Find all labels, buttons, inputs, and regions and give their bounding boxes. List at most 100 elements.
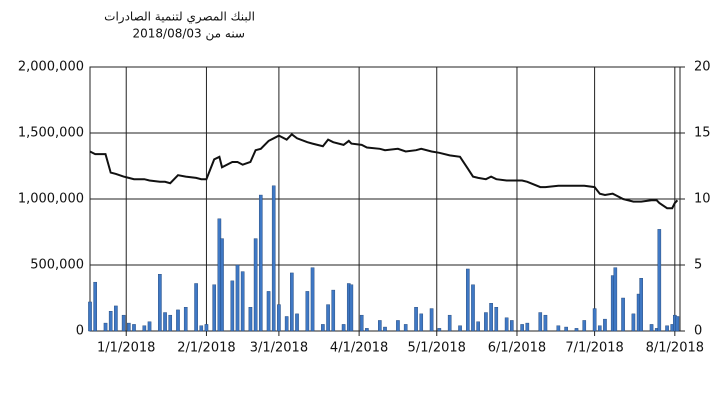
- volume-bar: [520, 324, 524, 332]
- volume-bar: [277, 304, 281, 332]
- volume-bar: [383, 326, 387, 332]
- y2-tick-label: 10: [694, 192, 711, 207]
- y2-tick-label: 15: [694, 126, 711, 141]
- volume-bar: [142, 325, 147, 332]
- volume-bar: [621, 297, 625, 332]
- x-tick-label: 4/1/2018: [330, 341, 388, 356]
- volume-bar: [556, 325, 561, 332]
- volume-bar: [419, 313, 424, 332]
- volume-bar: [93, 281, 97, 332]
- volume-bar: [429, 308, 434, 332]
- x-tick-label: 3/1/2018: [250, 341, 308, 356]
- volume-bar: [147, 321, 152, 332]
- x-tick-label: 1/1/2018: [97, 341, 155, 356]
- volume-bar: [603, 318, 607, 332]
- volume-bar: [564, 326, 568, 332]
- volume-bar: [494, 307, 499, 332]
- volume-bar: [212, 284, 217, 332]
- volume-bar: [194, 283, 198, 332]
- volume-bar: [631, 313, 636, 332]
- volume-bar: [639, 278, 643, 332]
- volume-bar: [543, 314, 548, 332]
- volume-bar: [199, 325, 204, 332]
- volume-bar: [310, 267, 315, 332]
- volume-bar: [271, 185, 276, 332]
- x-tick-label: 7/1/2018: [565, 341, 623, 356]
- volume-bar: [525, 322, 530, 332]
- volume-bar: [592, 308, 597, 332]
- y2-tick-label: 0: [694, 324, 702, 339]
- volume-bar: [230, 280, 235, 332]
- chart-subtitle: سنه من 2018/08/03: [133, 27, 245, 42]
- volume-bar: [132, 324, 136, 332]
- volume-bar: [305, 291, 310, 332]
- volume-bar: [538, 312, 543, 332]
- volume-bar: [675, 316, 680, 332]
- volume-bar: [649, 324, 654, 332]
- volume-bar: [414, 307, 418, 332]
- volume-bar: [158, 274, 162, 332]
- volume-bar: [168, 314, 173, 332]
- volume-bar: [378, 320, 382, 332]
- volume-bar: [484, 312, 488, 332]
- volume-bar: [489, 303, 493, 332]
- volume-bar: [103, 322, 108, 332]
- volume-bar: [220, 238, 224, 332]
- volume-bar: [365, 328, 369, 332]
- volume-bar: [127, 322, 131, 332]
- volume-bar: [574, 328, 579, 332]
- y-tick-label: 1,500,000: [18, 126, 84, 141]
- volume-bar: [295, 313, 299, 332]
- volume-bar: [504, 317, 509, 332]
- volume-bar: [476, 321, 480, 332]
- volume-bar: [248, 307, 253, 332]
- x-tick-label: 5/1/2018: [408, 341, 466, 356]
- volume-bar: [284, 316, 289, 332]
- volume-bar: [331, 289, 336, 332]
- volume-bar: [359, 314, 364, 332]
- volume-bar: [204, 324, 209, 332]
- y2-tick-label: 20: [694, 60, 711, 75]
- volume-bar: [253, 238, 258, 332]
- volume-bar: [183, 307, 188, 332]
- y-tick-label: 2,000,000: [18, 60, 84, 75]
- volume-bar: [240, 271, 245, 332]
- volume-bar: [108, 311, 113, 332]
- volume-bar: [176, 309, 180, 332]
- volume-bar: [235, 264, 240, 332]
- volume-bar: [403, 324, 408, 332]
- volume-bar: [509, 320, 514, 332]
- volume-bar: [349, 284, 354, 332]
- price-line: [89, 132, 679, 210]
- volume-bar: [665, 325, 669, 332]
- volume-bar: [163, 312, 167, 332]
- volume-bar: [437, 328, 442, 332]
- volume-bar: [290, 272, 294, 332]
- x-tick-label: 2/1/2018: [177, 341, 235, 356]
- volume-bar: [396, 320, 400, 332]
- x-tick-label: 6/1/2018: [488, 341, 546, 356]
- y-tick-label: 1,000,000: [18, 192, 84, 207]
- volume-bar: [471, 284, 475, 332]
- x-tick-label: 8/1/2018: [646, 341, 704, 356]
- chart-title: البنك المصري لتنمية الصادرات: [104, 10, 255, 25]
- volume-bar: [341, 324, 346, 332]
- volume-bar: [88, 301, 92, 332]
- volume-bar: [447, 314, 452, 332]
- volume-bar: [266, 291, 271, 332]
- volume-bar: [321, 324, 325, 332]
- volume-bar: [466, 268, 470, 332]
- volume-bar: [114, 305, 118, 332]
- volume-bar: [597, 325, 602, 332]
- volume-bar: [613, 267, 618, 332]
- volume-bar: [458, 325, 462, 332]
- volume-bar: [582, 320, 587, 332]
- y-tick-label: 0: [76, 324, 84, 339]
- y2-tick-label: 5: [694, 258, 702, 273]
- volume-bar: [326, 304, 330, 332]
- y-tick-label: 500,000: [30, 258, 84, 273]
- volume-bar: [657, 229, 662, 332]
- volume-bar: [258, 194, 263, 332]
- volume-bar: [121, 314, 126, 332]
